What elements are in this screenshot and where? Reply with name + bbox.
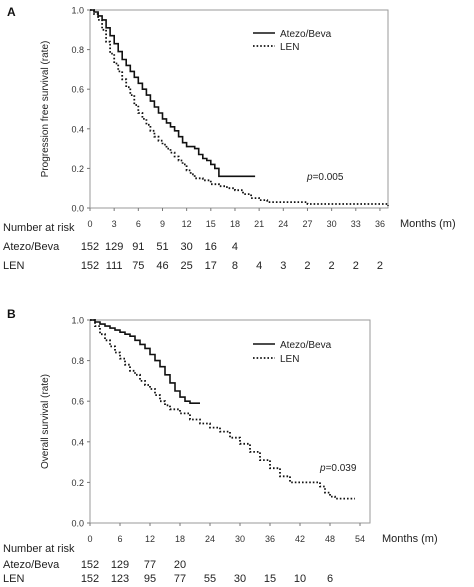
risk-count: 30 [234,573,246,585]
y-tick-label: 0.0 [71,204,84,214]
risk-count: 152 [81,559,99,571]
panel-letter: B [7,307,16,321]
risk-count: 4 [232,241,238,253]
x-tick-label: 6 [136,219,141,229]
x-tick-label: 0 [87,219,92,229]
p-symbol: p [319,463,326,474]
y-tick-label: 0.8 [71,356,84,366]
x-tick-label: 36 [265,534,275,544]
plot-frame [89,9,389,209]
y-tick-label: 0.2 [71,478,84,488]
legend-label: Atezo/Beva [280,340,332,351]
risk-count: 4 [256,260,262,272]
risk-row-label: LEN [3,573,24,585]
risk-table-header: Number at risk [3,222,75,234]
risk-count: 3 [280,260,286,272]
y-tick-label: 0.4 [71,124,84,134]
risk-count: 95 [144,573,156,585]
x-tick-label: 9 [160,219,165,229]
x-axis-label: Months (m) [382,533,438,545]
y-tick-label: 1.0 [71,6,84,16]
y-tick-label: 0.2 [71,164,84,174]
risk-count: 91 [132,241,144,253]
series-line-atezo-beva [90,319,200,404]
p-value: =0.039 [326,463,357,474]
legend-label: Atezo/Beva [280,29,332,40]
risk-count: 46 [156,260,168,272]
x-tick-label: 33 [351,219,361,229]
risk-count: 75 [132,260,144,272]
x-tick-label: 24 [205,534,215,544]
risk-count: 152 [81,573,99,585]
legend-label: LEN [280,42,299,53]
risk-count: 77 [144,559,156,571]
y-tick-label: 1.0 [71,316,84,326]
risk-count: 30 [181,241,193,253]
x-tick-label: 36 [375,219,385,229]
y-tick-label: 0.8 [71,45,84,55]
x-tick-label: 30 [327,219,337,229]
risk-count: 129 [105,241,123,253]
risk-count: 6 [327,573,333,585]
risk-count: 129 [111,559,129,571]
panel-b: B 0.0 0.2 0.4 0.6 0.8 1.0 0 6 12 18 24 30 36 42 48 54 Mon… [3,307,438,585]
risk-count: 2 [353,260,359,272]
x-tick-label: 18 [175,534,185,544]
risk-count: 77 [174,573,186,585]
x-tick-label: 6 [117,534,122,544]
y-tick-label: 0.4 [71,437,84,447]
x-tick-label: 12 [145,534,155,544]
series-line-atezo-beva [90,9,256,178]
risk-count: 25 [181,260,193,272]
y-axis-label: Overall survival (rate) [40,374,51,469]
risk-table-header: Number at risk [3,543,75,555]
x-tick-label: 3 [112,219,117,229]
risk-count: 8 [232,260,238,272]
x-tick-label: 18 [230,219,240,229]
x-tick-label: 21 [254,219,264,229]
x-axis-label: Months (m) [400,218,456,230]
x-tick-label: 27 [302,219,312,229]
p-value-annotation: p=0.039 [319,463,357,474]
risk-count: 10 [294,573,306,585]
p-symbol: p [306,172,313,183]
x-tick-label: 42 [295,534,305,544]
series-line-len [90,319,355,500]
risk-count: 2 [377,260,383,272]
risk-count: 2 [329,260,335,272]
y-tick-label: 0.6 [71,85,84,95]
risk-row-label: LEN [3,260,24,272]
risk-count: 55 [204,573,216,585]
risk-count: 16 [205,241,217,253]
y-tick-label: 0.0 [71,519,84,529]
p-value-annotation: p=0.005 [306,172,344,183]
risk-count: 123 [111,573,129,585]
x-tick-label: 48 [325,534,335,544]
p-value: =0.005 [313,172,344,183]
series-line-len [90,9,389,206]
risk-count: 51 [156,241,168,253]
panel-a: A0.00.20.40.60.81.00 3 6 9 12 15 18 21 24 27 30 33 3… [3,5,456,272]
risk-count: 152 [81,241,99,253]
legend-label: LEN [280,354,299,365]
x-tick-label: 15 [206,219,216,229]
x-tick-label: 30 [235,534,245,544]
x-tick-label: 54 [355,534,365,544]
x-tick-label: 24 [278,219,288,229]
risk-count: 111 [106,260,123,272]
plot-frame [89,319,371,524]
risk-count: 2 [304,260,310,272]
risk-count: 15 [264,573,276,585]
risk-count: 152 [81,260,99,272]
panel-letter: A [7,5,16,19]
x-tick-label: 12 [182,219,192,229]
x-tick-label: 0 [87,534,92,544]
risk-row-label: Atezo/Beva [3,559,60,571]
y-tick-label: 0.6 [71,397,84,407]
risk-count: 20 [174,559,186,571]
y-axis-label: Progression free survival (rate) [40,41,51,178]
risk-row-label: Atezo/Beva [3,241,60,253]
risk-count: 17 [205,260,217,272]
